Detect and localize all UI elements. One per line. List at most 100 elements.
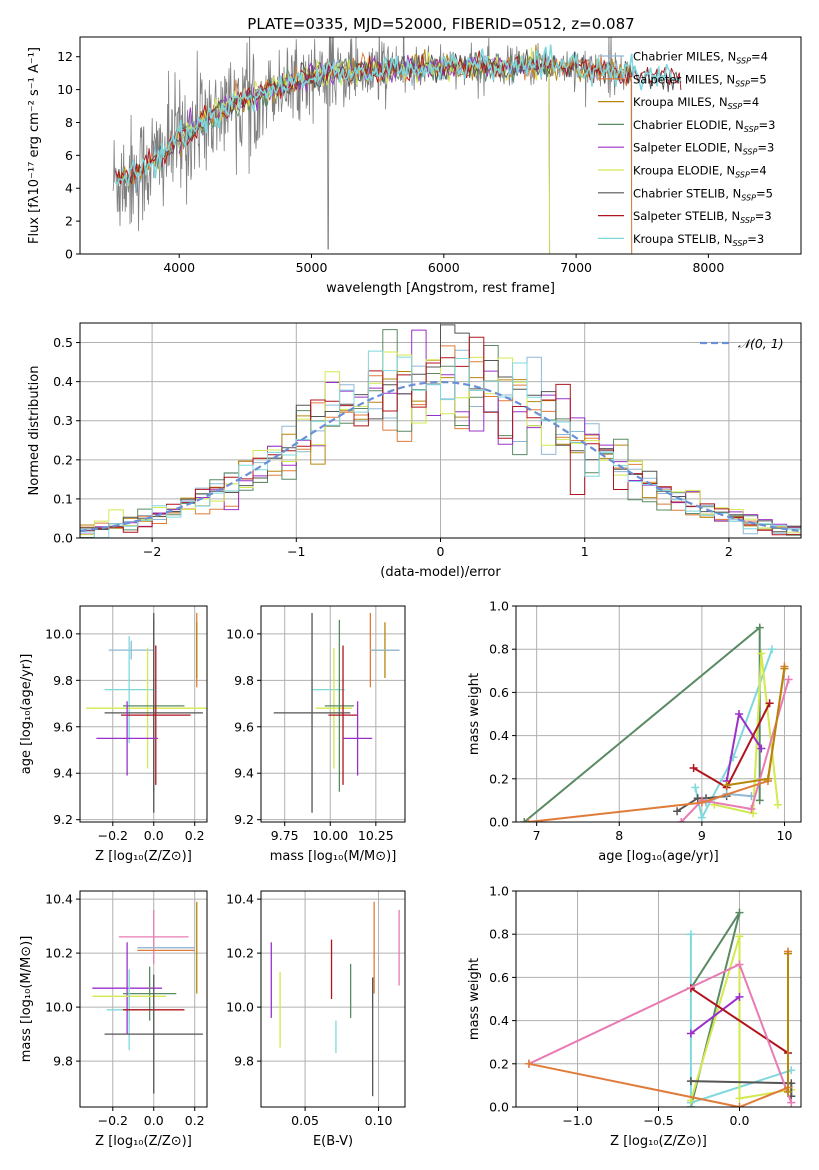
y-tick-label: 0.3 [53, 413, 73, 428]
legend-label: Chabrier ELODIE, NSSP=3 [633, 118, 775, 134]
y-tick-label: 1.0 [489, 599, 509, 614]
weight-marker [757, 744, 766, 753]
weight-marker [780, 664, 789, 673]
y-tick-label: 9.8 [234, 1054, 254, 1069]
legend-label: Salpeter STELIB, NSSP=3 [633, 209, 772, 225]
y-tick-label: 9.2 [53, 812, 73, 827]
y-tick-label: 0.6 [489, 685, 509, 700]
errorbar-salpeter-stelib [120, 645, 191, 785]
errorbar-salpeter-elodie [96, 701, 158, 776]
panel-mass_vs_Z: −0.2 0.0 0.2 9.8 10.0 10.2 10.4 Z [log₁₀(Z/Z⊙)]… [19, 890, 208, 1149]
weight-series-chabrier-elodie [520, 623, 764, 822]
weight-series-kroupa-elodie [686, 932, 796, 1105]
y-tick-label: 0.2 [489, 771, 509, 786]
y-axis-label: Normed distribution [27, 366, 42, 496]
weight-marker [697, 813, 706, 822]
histogram-salpeter-stelib [80, 336, 801, 538]
legend-label-normal: 𝒩(0, 1) [738, 336, 784, 351]
y-tick-label: 0.0 [489, 1100, 509, 1115]
errorbar-salpeter-elodie [92, 942, 162, 1035]
weight-marker [520, 818, 529, 822]
weight-marker [722, 781, 731, 790]
x-tick-label: −2 [143, 544, 161, 559]
x-tick-label: 0.10 [365, 1113, 393, 1128]
y-tick-label: 9.6 [234, 719, 254, 734]
weight-marker [735, 1103, 744, 1107]
x-tick-label: 10 [777, 828, 793, 843]
errorbar-kroupa-elodie [315, 647, 353, 769]
histogram-kroupa-stelib [80, 350, 801, 538]
errorbar-chabrier-stelib [104, 612, 203, 813]
x-tick-label: 9.75 [271, 828, 299, 843]
x-tick-label: 8000 [692, 260, 724, 275]
panel-mass_vs_ebv: 0.05 0.10 9.8 10.0 10.2 10.4 E(B-V) [226, 890, 406, 1149]
y-tick-label: 2 [65, 214, 73, 229]
weight-marker [735, 908, 744, 917]
y-tick-label: 0.0 [489, 815, 509, 830]
y-axis-label: mass [log₁₀(M/M⊙)] [19, 936, 34, 1063]
plot-area-age_vs_Z [86, 612, 207, 813]
x-tick-label: 7000 [560, 260, 592, 275]
x-tick-label: 0.2 [185, 1113, 205, 1128]
weight-marker [784, 949, 793, 958]
legend-label: Salpeter ELODIE, NSSP=3 [633, 141, 774, 157]
x-axis-label: Z [log₁₀(Z/Z⊙)] [610, 1134, 707, 1149]
axes-frame [260, 605, 406, 823]
y-axis-label: mass weight [467, 958, 482, 1040]
y-tick-label: 9.4 [53, 766, 73, 781]
x-tick-label: 7 [533, 828, 541, 843]
weight-marker [747, 805, 756, 814]
weight-series-kroupa-miles [784, 949, 793, 1096]
x-tick-label: 0.0 [144, 1113, 164, 1128]
weight-marker [677, 818, 686, 822]
y-tick-label: 12 [57, 49, 73, 64]
axes-frame [79, 605, 208, 823]
x-tick-label: −0.5 [643, 1113, 673, 1128]
y-tick-label: 0.6 [489, 970, 509, 985]
plot-area-mass_vs_Z [92, 901, 203, 1094]
x-tick-label: 10.25 [358, 828, 394, 843]
errorbar-chabrier-miles [108, 640, 154, 660]
axes-frame [79, 890, 208, 1108]
weight-marker [735, 932, 744, 941]
weight-marker [524, 818, 533, 822]
errorbar-salpeter-stelib [328, 645, 358, 785]
y-tick-label: 0.4 [489, 1013, 509, 1028]
plot-area-mass_vs_ebv [270, 901, 400, 1097]
weight-series-kroupa-miles [722, 664, 789, 790]
x-tick-label: 0.2 [185, 828, 205, 843]
weight-marker [749, 809, 758, 818]
weight-marker [686, 1077, 695, 1086]
y-tick-label: 0.2 [53, 452, 73, 467]
weight-marker [673, 807, 682, 816]
weight-marker [763, 774, 772, 783]
y-tick-label: 9.4 [234, 766, 254, 781]
legend-label: Salpeter MILES, NSSP=5 [633, 72, 767, 88]
errorbar-kroupa-stelib [104, 636, 154, 744]
y-tick-label: 10.0 [45, 1000, 73, 1015]
x-axis-label: E(B-V) [313, 1134, 353, 1149]
y-tick-label: 10.0 [226, 1000, 254, 1015]
axes-frame [515, 605, 802, 823]
weight-marker [755, 796, 764, 805]
x-tick-label: −1 [287, 544, 305, 559]
x-tick-label: −0.2 [98, 828, 128, 843]
x-tick-label: 0.0 [144, 828, 164, 843]
legend-label: Kroupa MILES, NSSP=4 [633, 95, 759, 111]
weight-marker [773, 800, 782, 809]
y-tick-label: 10.4 [45, 892, 73, 907]
weight-marker [765, 699, 774, 708]
x-axis-label: Z [log₁₀(Z/Z⊙)] [95, 1134, 192, 1149]
weight-series-pink [677, 675, 793, 822]
axes-frame [260, 890, 406, 1108]
legend-label: Kroupa STELIB, NSSP=3 [633, 232, 764, 248]
x-tick-label: 0 [437, 544, 445, 559]
y-tick-label: 1.0 [489, 884, 509, 899]
x-tick-label: 6000 [428, 260, 460, 275]
panel-age_vs_mass: 9.75 10.00 10.25 9.2 9.4 9.6 9.8 10.0 mass [log₁… [226, 605, 406, 864]
y-tick-label: 9.6 [53, 719, 73, 734]
panel-residuals: −2 −1 0 1 2 0.0 0.1 0.2 0.3 0.4 0.5 (data-model)/er… [27, 322, 802, 580]
y-tick-label: 0 [65, 247, 73, 262]
y-tick-label: 8 [65, 115, 73, 130]
